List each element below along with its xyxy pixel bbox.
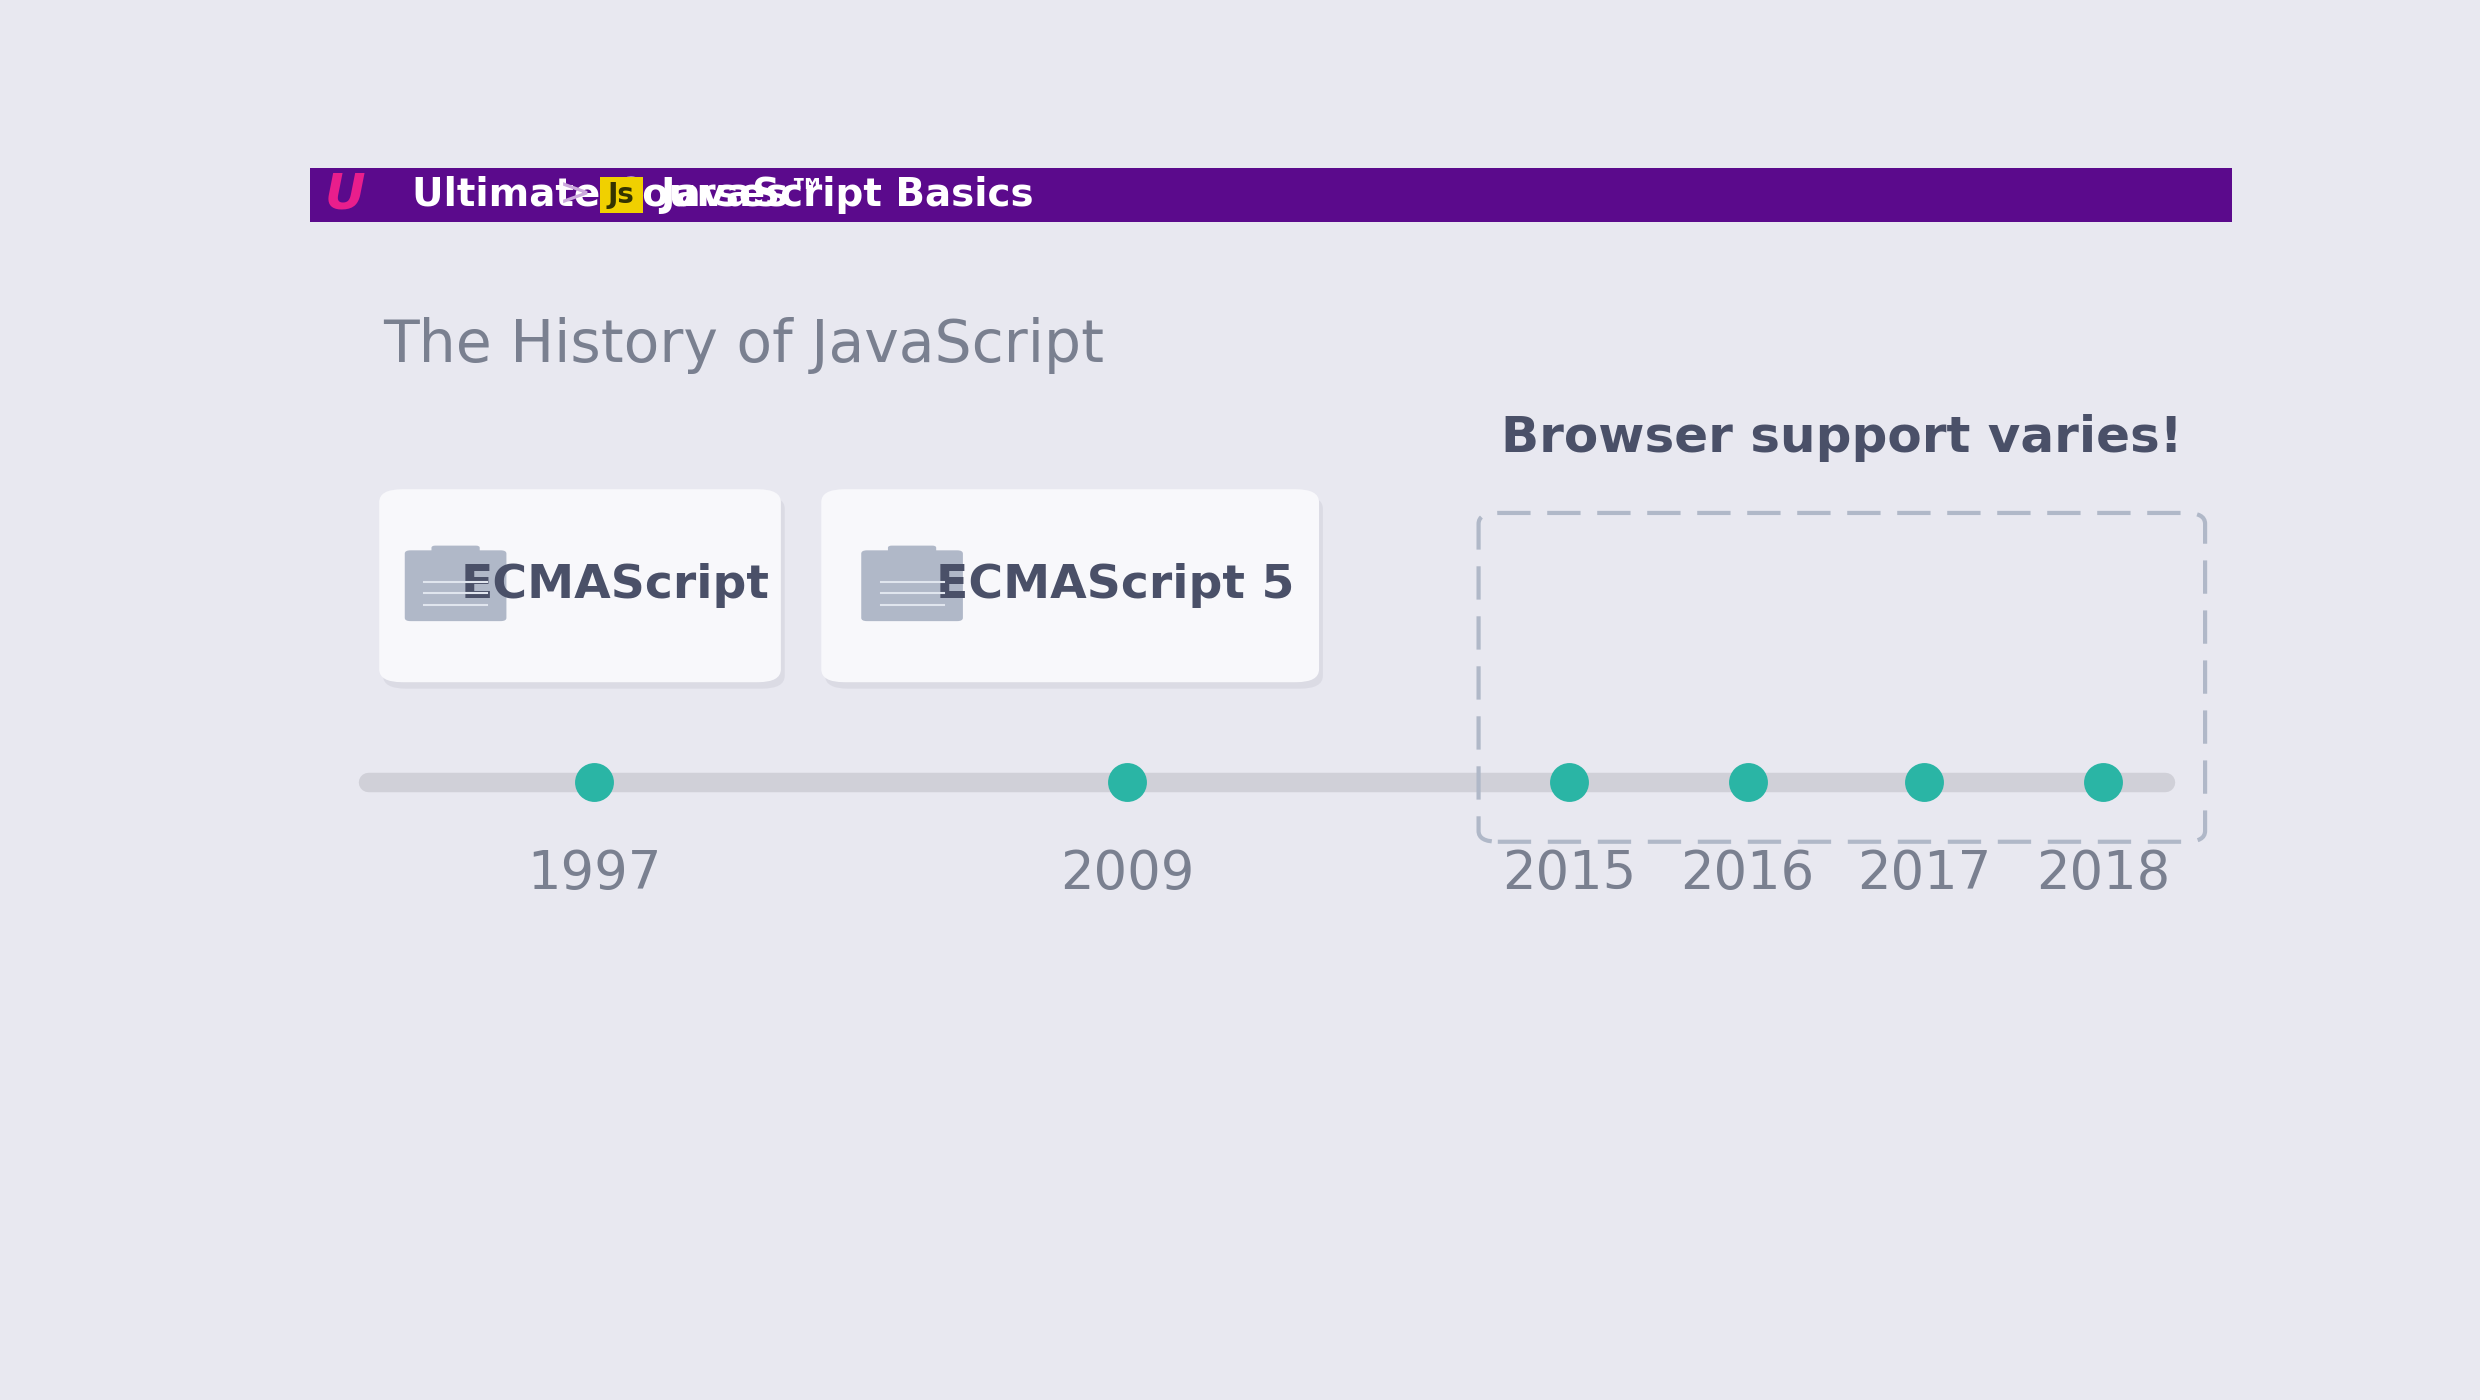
Text: 2017: 2017: [1858, 848, 1991, 900]
FancyBboxPatch shape: [600, 176, 642, 213]
Text: 2009: 2009: [1059, 848, 1193, 900]
Text: JavaScript Basics: JavaScript Basics: [660, 176, 1034, 214]
Text: Js: Js: [608, 181, 635, 209]
Text: 2016: 2016: [1681, 848, 1815, 900]
Text: Ultimate Courses™: Ultimate Courses™: [412, 176, 826, 214]
Text: 2018: 2018: [2036, 848, 2170, 900]
Text: U: U: [325, 171, 365, 218]
Text: The History of JavaScript: The History of JavaScript: [382, 318, 1104, 374]
Text: ECMAScript: ECMAScript: [461, 563, 771, 608]
FancyBboxPatch shape: [382, 496, 784, 689]
FancyBboxPatch shape: [404, 550, 506, 622]
Text: Browser support varies!: Browser support varies!: [1500, 414, 2182, 462]
FancyBboxPatch shape: [432, 546, 479, 561]
Text: ECMAScript 5: ECMAScript 5: [935, 563, 1295, 608]
Text: >: >: [558, 176, 593, 214]
FancyBboxPatch shape: [861, 550, 962, 622]
FancyBboxPatch shape: [888, 546, 935, 561]
FancyBboxPatch shape: [821, 489, 1319, 682]
Text: 1997: 1997: [528, 848, 662, 900]
FancyBboxPatch shape: [379, 489, 781, 682]
FancyBboxPatch shape: [310, 168, 2232, 223]
Text: 2015: 2015: [1503, 848, 1637, 900]
FancyBboxPatch shape: [826, 496, 1322, 689]
